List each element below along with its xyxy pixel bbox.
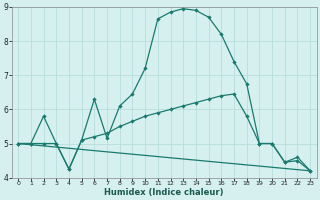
X-axis label: Humidex (Indice chaleur): Humidex (Indice chaleur) xyxy=(104,188,224,197)
